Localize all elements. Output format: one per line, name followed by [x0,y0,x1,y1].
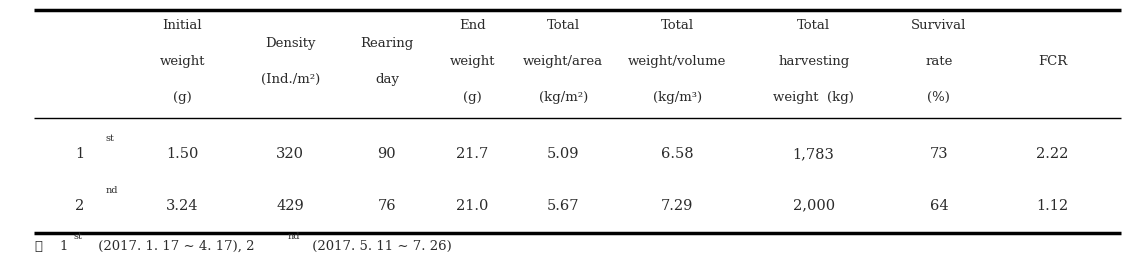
Text: (kg/m³): (kg/m³) [652,91,702,104]
Text: 76: 76 [378,199,396,213]
Text: Initial: Initial [163,19,201,32]
Text: 6.58: 6.58 [661,147,693,161]
Text: 2: 2 [75,199,84,213]
Text: weight: weight [450,55,495,68]
Text: nd: nd [106,186,118,195]
Text: 1,783: 1,783 [793,147,834,161]
Text: (%): (%) [927,91,950,104]
Text: (2017. 5. 11 ∼ 7. 26): (2017. 5. 11 ∼ 7. 26) [308,240,452,253]
Text: 21.7: 21.7 [456,147,488,161]
Text: 320: 320 [277,147,304,161]
Text: st: st [106,134,115,143]
Text: weight/area: weight/area [523,55,603,68]
Text: 64: 64 [930,199,948,213]
Text: Rearing: Rearing [361,37,413,50]
Text: Density: Density [265,37,315,50]
Text: weight/volume: weight/volume [628,55,726,68]
Text: 3.24: 3.24 [166,199,198,213]
Text: weight: weight [159,55,205,68]
Text: (2017. 1. 17 ∼ 4. 17), 2: (2017. 1. 17 ∼ 4. 17), 2 [94,240,255,253]
Text: End: End [459,19,486,32]
Text: Total: Total [546,19,580,32]
Text: 2,000: 2,000 [792,199,835,213]
Text: harvesting: harvesting [778,55,849,68]
Text: Total: Total [660,19,694,32]
Text: 90: 90 [378,147,396,161]
Text: 1.50: 1.50 [166,147,198,161]
Text: (Ind./m²): (Ind./m²) [261,73,320,86]
Text: 5.67: 5.67 [547,199,579,213]
Text: 1: 1 [59,240,67,253]
Text: 21.0: 21.0 [456,199,488,213]
Text: 429: 429 [277,199,304,213]
Text: 7.29: 7.29 [661,199,693,213]
Text: FCR: FCR [1038,55,1067,68]
Text: 1.12: 1.12 [1037,199,1069,213]
Text: 5.09: 5.09 [547,147,579,161]
Text: ※: ※ [34,240,42,253]
Text: (g): (g) [463,91,481,104]
Text: rate: rate [925,55,953,68]
Text: day: day [374,73,399,86]
Text: 73: 73 [930,147,948,161]
Text: Survival: Survival [912,19,966,32]
Text: st: st [74,232,83,241]
Text: nd: nd [288,232,300,241]
Text: (g): (g) [173,91,191,104]
Text: Total: Total [797,19,831,32]
Text: (kg/m²): (kg/m²) [538,91,588,104]
Text: 1: 1 [75,147,84,161]
Text: weight  (kg): weight (kg) [773,91,855,104]
Text: 2.22: 2.22 [1037,147,1069,161]
